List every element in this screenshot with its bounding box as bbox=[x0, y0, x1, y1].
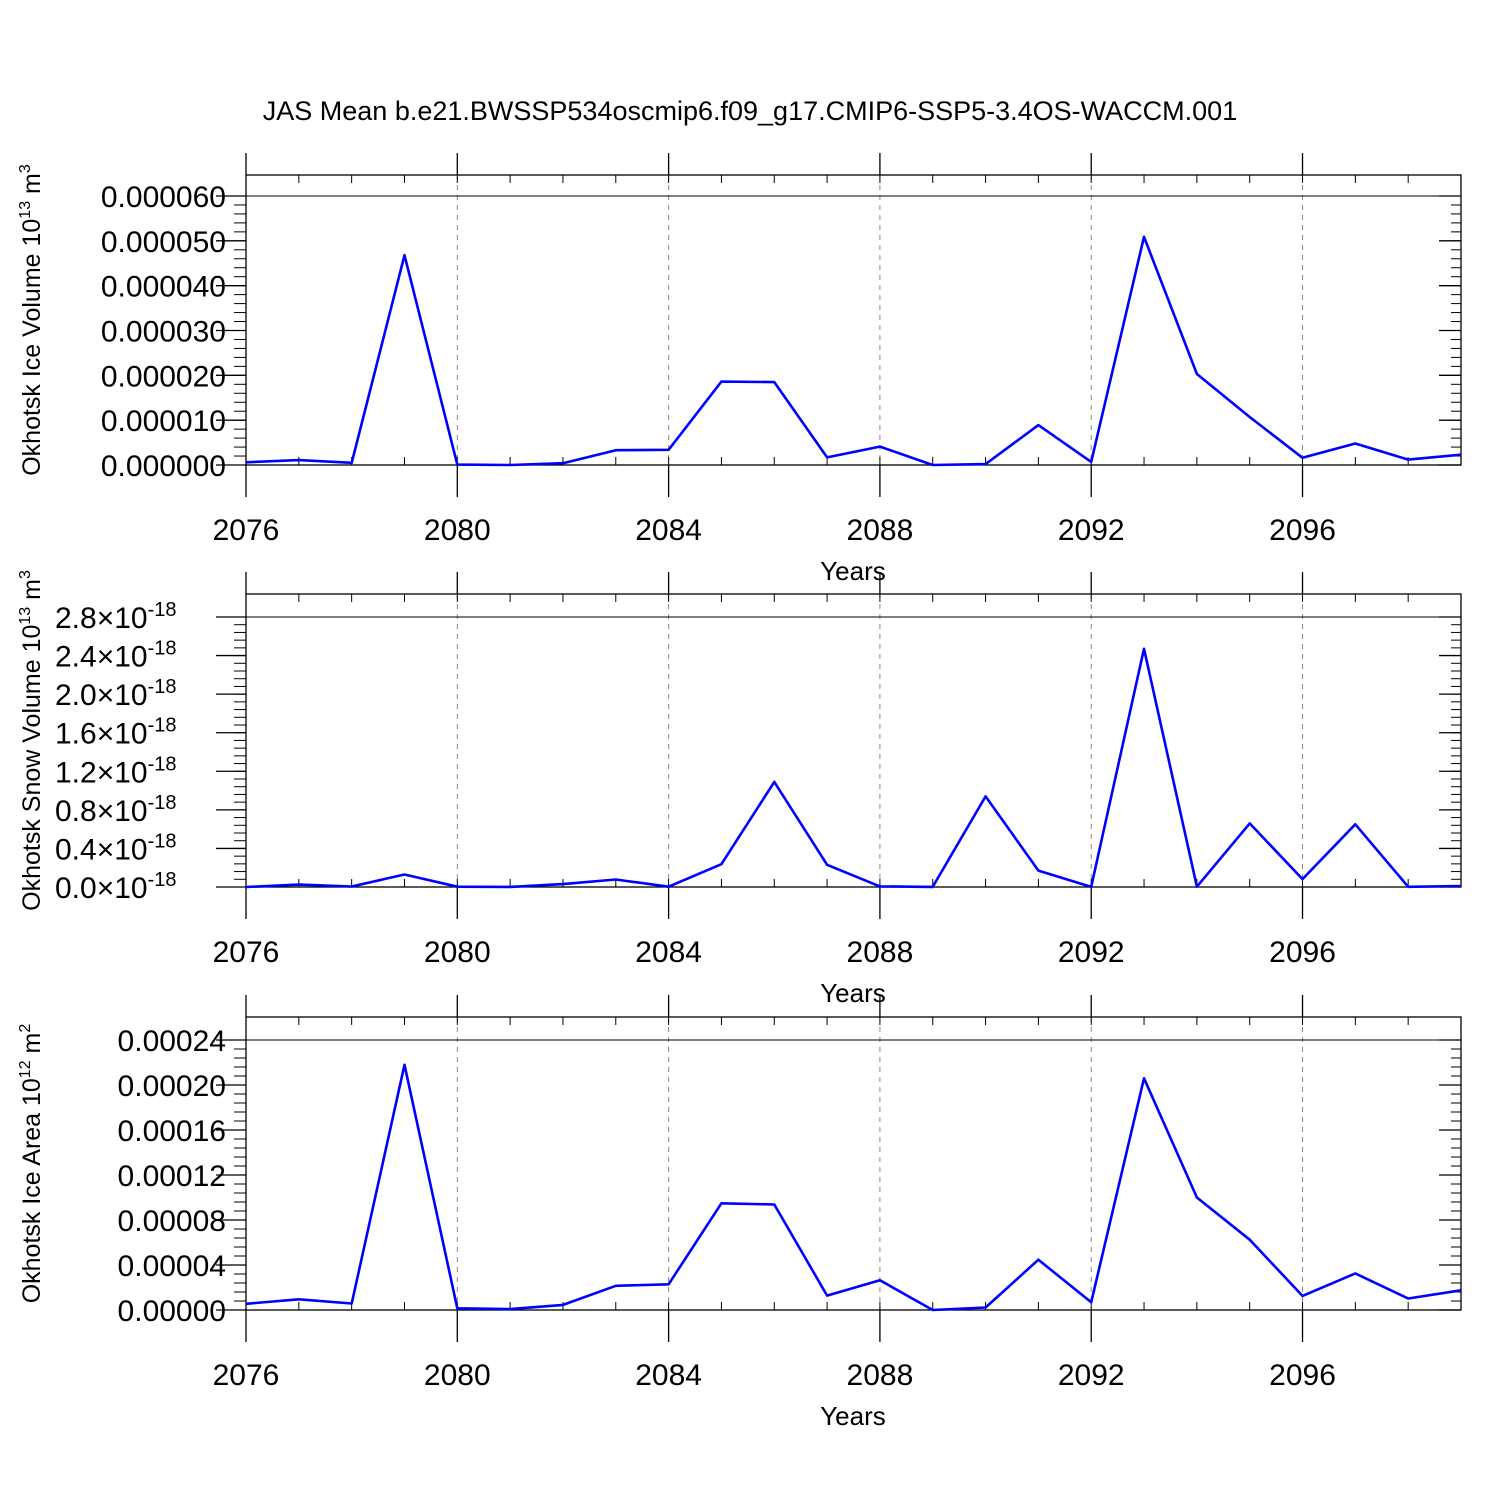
y-tick-label: 0.000050 bbox=[101, 226, 226, 259]
y-tick-label: 2.8×10-18 bbox=[55, 599, 177, 635]
series-line bbox=[245, 1063, 1462, 1312]
x-tick-label: 2088 bbox=[847, 514, 914, 547]
y-tick-label: 0.000060 bbox=[101, 181, 226, 214]
panels: 2076 2080 2084 2088 2092 2096 0.000000 0.000010… bbox=[17, 153, 1462, 1431]
x-tick-label: 2080 bbox=[424, 514, 491, 547]
x-tick-label: 2076 bbox=[213, 936, 280, 969]
x-tick-label: 2092 bbox=[1058, 514, 1125, 547]
x-axis-title: Years bbox=[820, 1401, 886, 1431]
x-tick-label: 2088 bbox=[847, 1359, 914, 1392]
y-tick-label: 0.000040 bbox=[101, 271, 226, 304]
x-tick-label: 2088 bbox=[847, 936, 914, 969]
panel-1: 2076 2080 2084 2088 2092 2096 0.000000 0.000010… bbox=[17, 153, 1462, 586]
y-axis-title: Okhotsk Ice Area 1012 m2 bbox=[17, 1024, 46, 1304]
x-tick-label: 2080 bbox=[424, 1359, 491, 1392]
panel-2: 2076 2080 2084 2088 2092 2096 0.0×10-180.4×10-… bbox=[17, 570, 1462, 1008]
x-tick-label: 2080 bbox=[424, 936, 491, 969]
y-tick-label: 1.6×10-18 bbox=[55, 715, 177, 751]
x-tick-label: 2084 bbox=[635, 936, 702, 969]
plot-frame bbox=[245, 1016, 1462, 1311]
x-tick-label: 2092 bbox=[1058, 936, 1125, 969]
y-tick-label: 0.00020 bbox=[118, 1070, 226, 1103]
x-tick-label: 2092 bbox=[1058, 1359, 1125, 1392]
y-tick-label: 0.4×10-18 bbox=[55, 830, 177, 866]
series-line bbox=[245, 235, 1462, 467]
y-tick-label: 0.00004 bbox=[118, 1250, 226, 1283]
x-axis-title: Years bbox=[820, 978, 886, 1008]
x-tick-label: 2076 bbox=[213, 514, 280, 547]
y-tick-label: 0.0×10-18 bbox=[55, 869, 177, 905]
y-tick-label: 0.000000 bbox=[101, 450, 226, 483]
x-tick-label: 2084 bbox=[635, 514, 702, 547]
y-tick-label: 0.000020 bbox=[101, 360, 226, 393]
y-tick-label: 0.00024 bbox=[118, 1025, 226, 1058]
y-tick-label: 0.00008 bbox=[118, 1205, 226, 1238]
panel-3: 2076 2080 2084 2088 2092 2096 0.00000 0.00004 0.… bbox=[17, 995, 1462, 1431]
y-tick-label: 0.00016 bbox=[118, 1115, 226, 1148]
y-tick-label: 0.000030 bbox=[101, 316, 226, 349]
y-tick-label: 0.00000 bbox=[118, 1295, 226, 1328]
x-tick-label: 2076 bbox=[213, 1359, 280, 1392]
x-tick-label: 2096 bbox=[1269, 514, 1336, 547]
plot-frame bbox=[245, 174, 1462, 466]
y-tick-label: 0.8×10-18 bbox=[55, 792, 177, 828]
y-tick-label: 0.00012 bbox=[118, 1160, 226, 1193]
figure-title: JAS Mean b.e21.BWSSP534oscmip6.f09_g17.C… bbox=[263, 96, 1237, 126]
y-tick-label: 2.4×10-18 bbox=[55, 638, 177, 674]
y-axis-title: Okhotsk Ice Volume 1013 m3 bbox=[17, 164, 46, 476]
y-tick-label: 2.0×10-18 bbox=[55, 676, 177, 712]
x-tick-label: 2096 bbox=[1269, 936, 1336, 969]
x-axis-title: Years bbox=[820, 556, 886, 586]
x-tick-label: 2096 bbox=[1269, 1359, 1336, 1392]
y-tick-label: 1.2×10-18 bbox=[55, 753, 177, 789]
x-tick-label: 2084 bbox=[635, 1359, 702, 1392]
series-line bbox=[245, 647, 1462, 889]
y-axis-title: Okhotsk Snow Volume 1013 m3 bbox=[17, 570, 46, 911]
y-tick-label: 0.000010 bbox=[101, 405, 226, 438]
plot-frame bbox=[245, 593, 1462, 888]
